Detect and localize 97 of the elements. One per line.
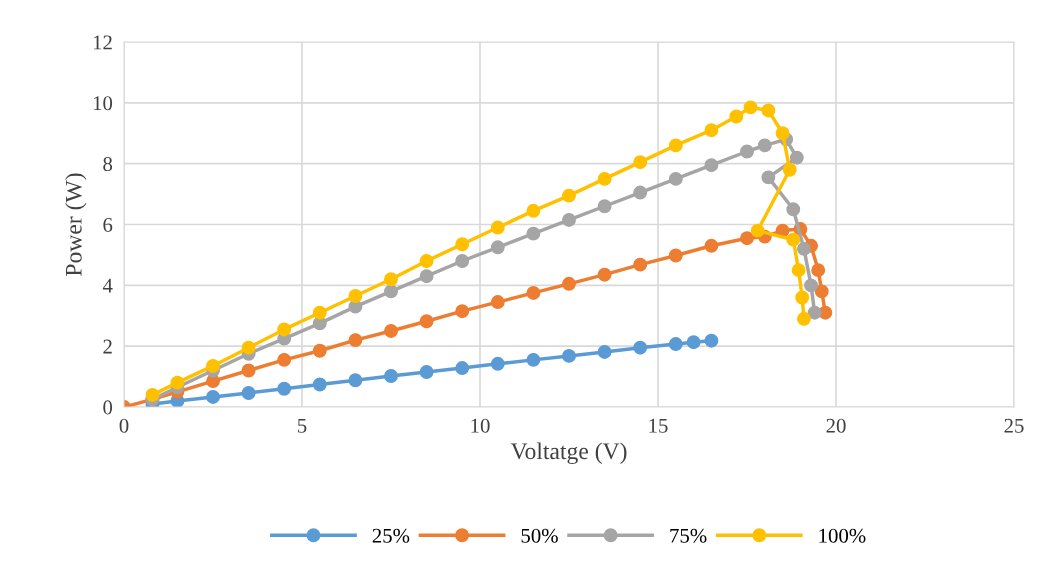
- point: [633, 257, 648, 272]
- legend-label: 75%: [670, 528, 707, 543]
- point: [490, 220, 505, 235]
- point: [668, 171, 683, 186]
- point: [526, 352, 541, 367]
- legend-label: 100%: [819, 528, 866, 543]
- point: [490, 295, 505, 310]
- point: [668, 337, 683, 351]
- point: [668, 248, 683, 263]
- point: [145, 387, 160, 402]
- point: [789, 150, 804, 165]
- point: [704, 238, 719, 253]
- point: [729, 109, 744, 124]
- point: [811, 263, 826, 278]
- y-tick-label: 8: [103, 157, 113, 172]
- point: [312, 377, 327, 392]
- point: [384, 324, 398, 338]
- point: [526, 285, 541, 300]
- point: [795, 290, 810, 305]
- point: [597, 199, 612, 214]
- point: [804, 278, 819, 293]
- x-tick-label: 15: [649, 418, 668, 433]
- point: [814, 284, 829, 299]
- point: [384, 272, 398, 287]
- point: [791, 263, 806, 278]
- point: [750, 223, 765, 238]
- point: [633, 340, 648, 355]
- point: [455, 237, 470, 252]
- point: [312, 305, 327, 320]
- point: [807, 305, 822, 320]
- point: [761, 170, 776, 185]
- point: [312, 343, 327, 358]
- point: [597, 267, 612, 282]
- y-tick-label: 4: [102, 278, 113, 293]
- y-tick-label: 0: [103, 400, 113, 415]
- point: [455, 361, 470, 376]
- point: [633, 185, 648, 200]
- point: [740, 144, 754, 159]
- point: [597, 345, 612, 359]
- point: [241, 340, 256, 355]
- point: [419, 269, 434, 284]
- point: [782, 162, 797, 177]
- point: [633, 155, 648, 170]
- point: [740, 231, 754, 246]
- point: [562, 276, 576, 291]
- x-tick-label: 25: [1004, 418, 1024, 433]
- point: [455, 304, 470, 319]
- point: [775, 126, 790, 141]
- point: [348, 333, 363, 348]
- point: [597, 171, 612, 186]
- point: [797, 241, 811, 256]
- point: [277, 322, 292, 337]
- point: [419, 254, 434, 268]
- y-tick-label: 2: [103, 339, 112, 354]
- point: [526, 226, 541, 241]
- point: [206, 390, 220, 404]
- x-tick-label: 0: [119, 418, 129, 433]
- point: [241, 386, 256, 400]
- x-tick-label: 10: [471, 418, 490, 433]
- x-tick-label: 20: [826, 418, 846, 433]
- point: [743, 100, 758, 115]
- point: [384, 284, 398, 299]
- y-axis-title: Power (W): [65, 173, 87, 276]
- legend-label: 25%: [372, 528, 410, 543]
- point: [526, 203, 541, 218]
- legend-label: 50%: [521, 528, 558, 543]
- point: [170, 375, 185, 390]
- point: [786, 202, 801, 217]
- point: [562, 212, 576, 227]
- point: [348, 289, 363, 303]
- point: [490, 356, 505, 371]
- point: [348, 373, 363, 388]
- point: [704, 123, 719, 138]
- point: [797, 311, 811, 326]
- point: [277, 381, 292, 396]
- point: [206, 358, 220, 373]
- point: [277, 352, 292, 367]
- x-axis-title: Voltatge (V): [510, 442, 627, 465]
- point: [384, 369, 398, 383]
- point: [686, 335, 701, 350]
- point: [419, 365, 434, 379]
- point: [490, 240, 505, 255]
- point: [757, 138, 772, 153]
- point: [562, 348, 576, 363]
- point: [241, 363, 256, 378]
- point: [562, 188, 576, 203]
- x-tick-label: 5: [298, 418, 307, 433]
- y-tick-label: 12: [93, 35, 112, 50]
- point: [419, 314, 434, 329]
- point: [761, 103, 776, 118]
- point: [668, 138, 683, 153]
- point: [704, 333, 719, 348]
- point: [455, 254, 470, 268]
- point: [786, 232, 801, 247]
- y-tick-label: 10: [93, 96, 113, 111]
- y-tick-label: 6: [103, 217, 113, 232]
- point: [704, 158, 719, 173]
